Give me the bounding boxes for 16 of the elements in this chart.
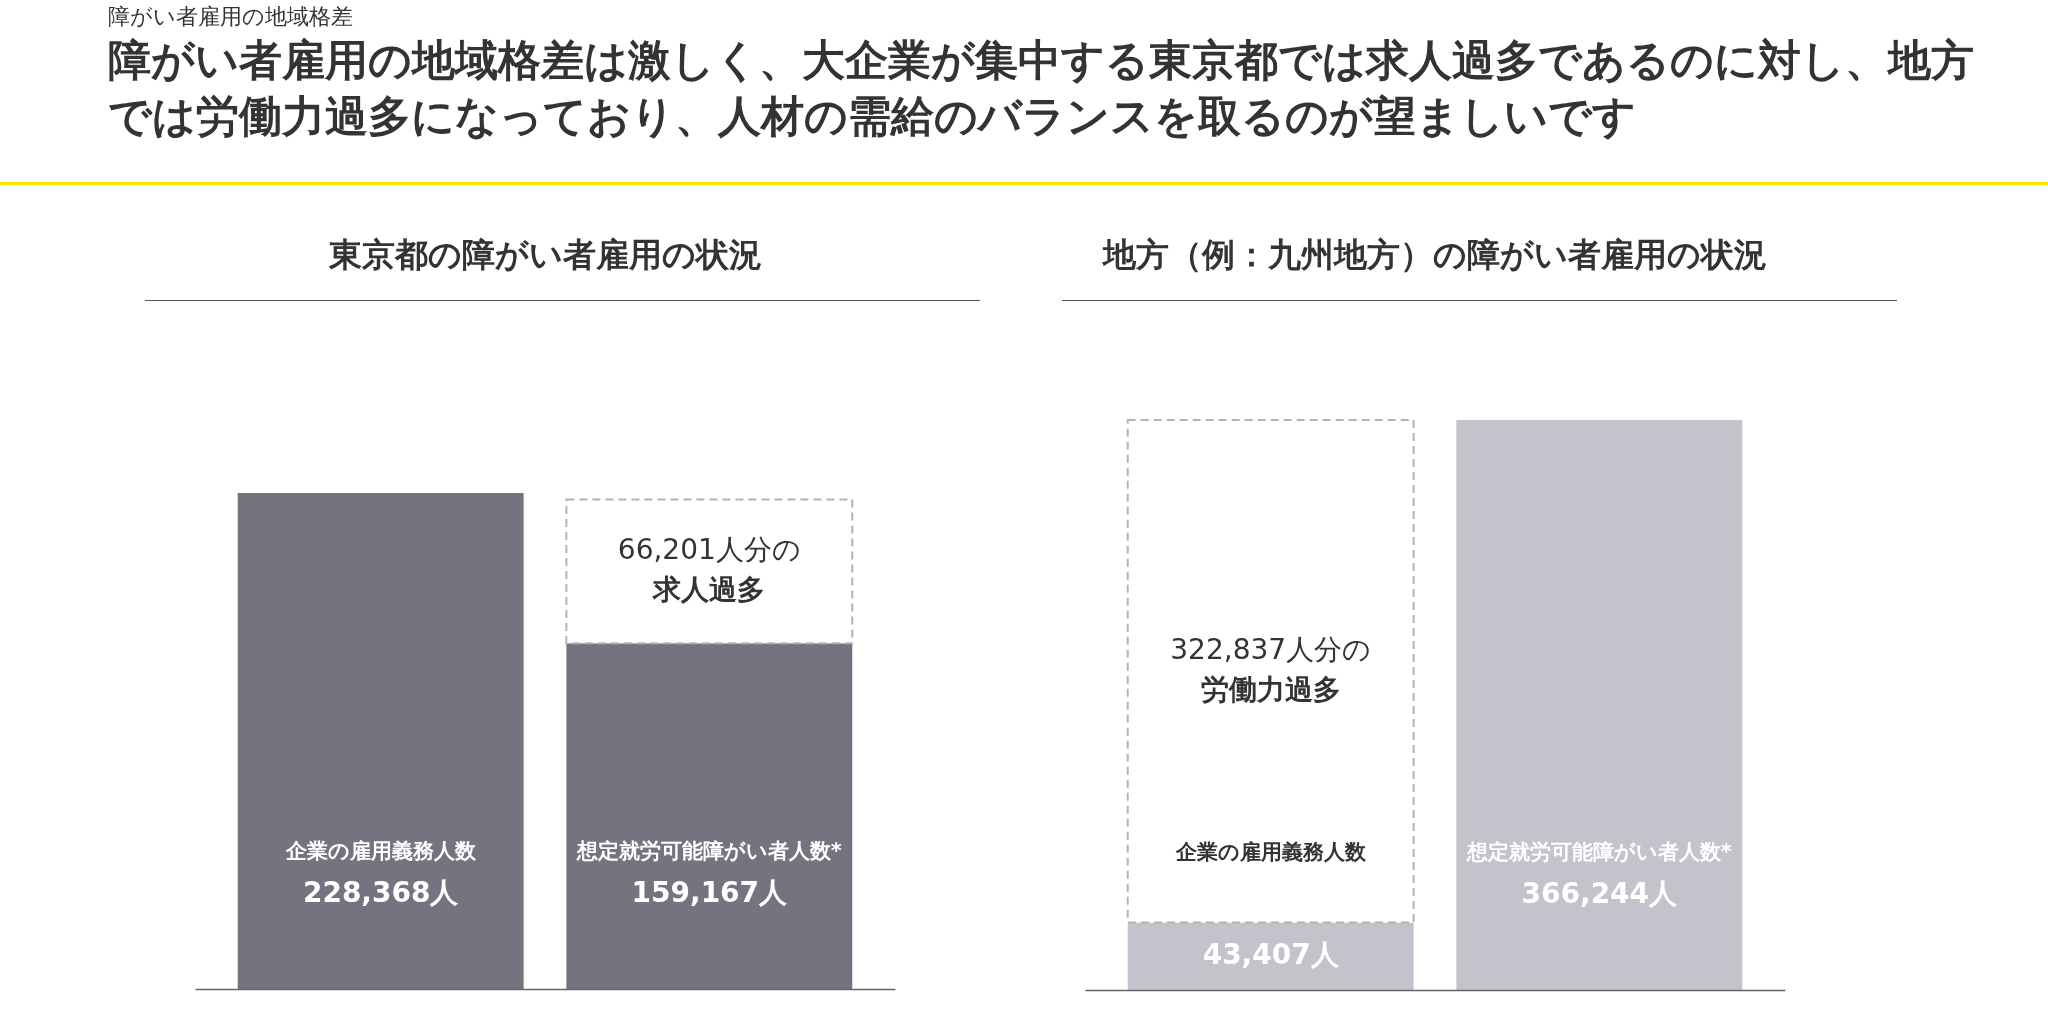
data-label: 159,167人 bbox=[631, 876, 789, 909]
category-label: 想定就労可能障がい者人数* bbox=[1466, 840, 1732, 864]
data-label: 66,201人分の bbox=[617, 533, 801, 567]
text: 障がい者雇用の地域格差 bbox=[108, 3, 354, 31]
chart-title: 東京都の障がい者雇用の状況 bbox=[327, 235, 762, 274]
annotation: 労働力過多 bbox=[1200, 673, 1341, 707]
data-label: 228,368人 bbox=[302, 876, 460, 909]
text: 障がい者雇用の地域格差は激しく、大企業が集中する東京都では求人過多であるのに対し、地方では労働力過多になっており、人材の需給のバランスを取るのが望ましいです bbox=[108, 34, 1975, 143]
category-label: 企業の雇用義務人数 bbox=[285, 839, 476, 863]
annotation: 求人過多 bbox=[652, 573, 766, 607]
category-label: 企業の雇用義務人数 bbox=[1175, 840, 1366, 864]
category-label: 想定就労可能障がい者人数* bbox=[576, 839, 842, 863]
data-label: 43,407人 bbox=[1202, 938, 1340, 972]
data-label: 322,837人分の bbox=[1170, 633, 1372, 667]
chart-title: 地方（例：九州地方）の障がい者雇用の状況 bbox=[1101, 235, 1767, 274]
data-label: 366,244人 bbox=[1521, 877, 1679, 910]
